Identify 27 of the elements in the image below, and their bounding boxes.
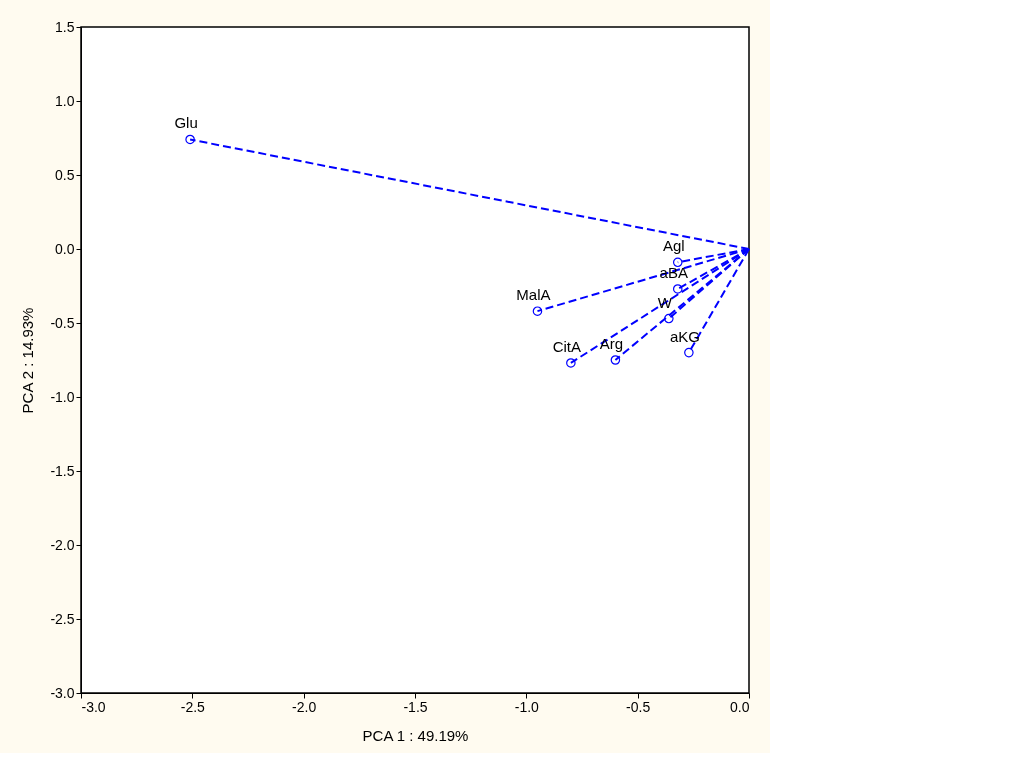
y-axis-title: PCA 2 : 14.93% [19, 307, 37, 414]
y-tick-label: -3.0 [50, 684, 75, 701]
x-tick-label: -1.5 [403, 698, 428, 715]
x-axis-title: PCA 1 : 49.19% [362, 726, 469, 744]
x-tick-label: -1.0 [514, 698, 540, 715]
y-tick-label: 0.0 [55, 240, 75, 257]
y-tick-label: -1.5 [50, 462, 75, 479]
annotation: Agl [662, 237, 685, 255]
y-tick-label: 0.5 [55, 166, 75, 183]
annotation: Arg [599, 335, 624, 352]
x-tick-label: 0.0 [730, 698, 750, 715]
y-tick-label: -2.0 [50, 536, 75, 553]
annotation: Glu [174, 114, 198, 132]
x-tick-label: -0.5 [626, 698, 651, 715]
y-tick-label: 1.5 [55, 18, 75, 35]
annotation: MalA [516, 286, 551, 304]
y-tick-label: -1.0 [50, 388, 75, 405]
y-tick-label: -0.5 [50, 314, 75, 331]
annotation: CitA [552, 337, 582, 355]
x-tick-label: -2.5 [180, 698, 206, 715]
y-tick-label: -2.5 [50, 610, 75, 627]
x-tick-label: -3.0 [81, 698, 106, 715]
annotation: aBA [659, 263, 688, 281]
annotation: W [657, 293, 673, 311]
annotation: aKG [669, 327, 700, 345]
x-tick-label: -2.0 [292, 698, 317, 715]
y-tick-label: 1.0 [55, 92, 75, 109]
